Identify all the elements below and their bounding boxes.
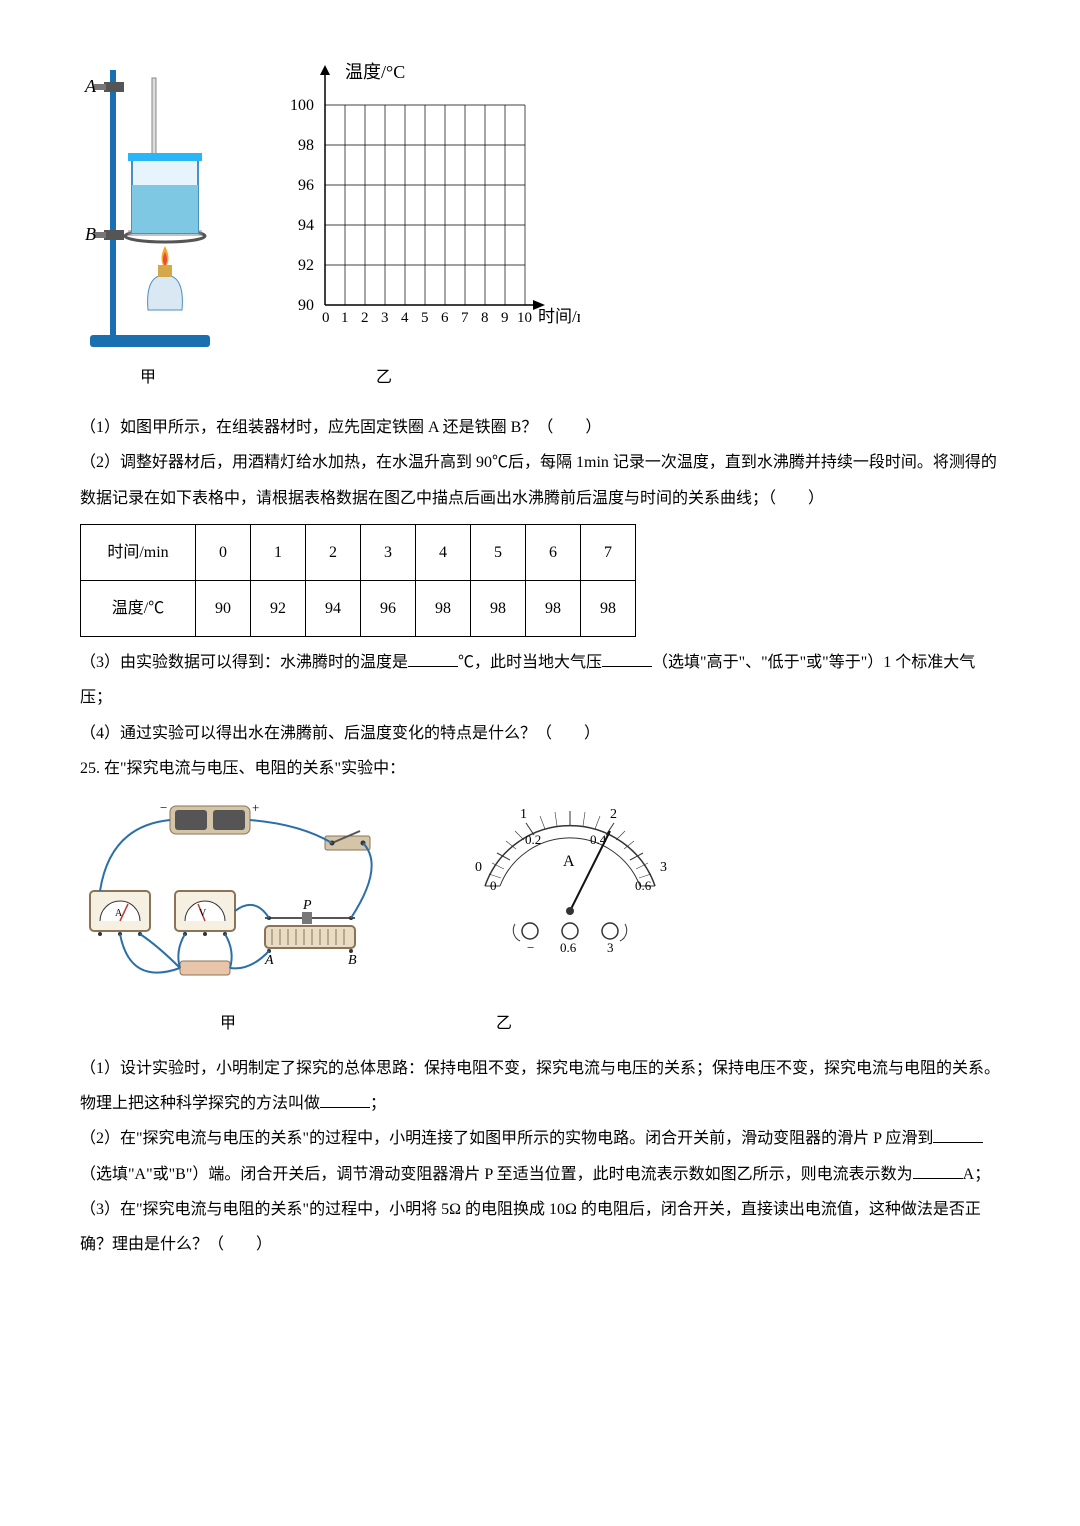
terminal-3: 3 (607, 940, 614, 955)
svg-text:V: V (199, 908, 207, 919)
circuit-diagram: − + A V P A (80, 796, 400, 996)
table-header-cell: 6 (526, 524, 581, 580)
battery-plus: + (252, 800, 259, 815)
caption-jia-2: 甲 (220, 1006, 236, 1041)
ytick-90: 90 (298, 297, 314, 314)
table-header-cell: 0 (196, 524, 251, 580)
blank-pressure[interactable] (602, 650, 652, 667)
q25-intro: 25. 在"探究电流与电压、电阻的关系"实验中： (80, 751, 1000, 786)
q3-pre: （3）由实验数据可以得到：水沸腾时的温度是 (80, 654, 408, 671)
ammeter-svg: 0 1 2 3 0 0.2 0.4 0.6 A − 0.6 3 (460, 796, 680, 956)
caption-yi: 乙 (376, 360, 392, 395)
terminal-06: 0.6 (560, 940, 577, 955)
table-cell: 温度/℃ (81, 580, 196, 636)
scale-02: 0.2 (525, 832, 541, 847)
table-header-cell: 时间/min (81, 524, 196, 580)
svg-text:A: A (115, 908, 123, 919)
ammeter-reading: 0 1 2 3 0 0.2 0.4 0.6 A − 0.6 3 (460, 796, 660, 956)
ytick-94: 94 (298, 217, 314, 234)
table-row: 时间/min 0 1 2 3 4 5 6 7 (81, 524, 636, 580)
xtick-3: 3 (381, 310, 389, 326)
rheostat-B: B (348, 953, 357, 968)
table-cell: 94 (306, 580, 361, 636)
ytick-98: 98 (298, 137, 314, 154)
ytick-100: 100 (290, 97, 314, 114)
figure-1-row: A B 温度/°C (80, 60, 1000, 350)
grid-svg: 温度/°C (270, 60, 580, 350)
q4-text: （4）通过实验可以得出水在沸腾前、后温度变化的特点是什么？（ ） (80, 716, 1000, 751)
circuit-svg: − + A V P A (80, 796, 400, 996)
table-cell: 98 (581, 580, 636, 636)
q25-1-post: ； (370, 1095, 386, 1112)
temperature-chart: 温度/°C (270, 60, 550, 350)
table-header-cell: 2 (306, 524, 361, 580)
table-header-cell: 7 (581, 524, 636, 580)
blank-temperature[interactable] (408, 650, 458, 667)
q25-2-pre: （2）在"探究电流与电压的关系"的过程中，小明连接了如图甲所示的实物电路。闭合开… (80, 1130, 933, 1147)
q3-mid1: ℃，此时当地大气压 (458, 654, 602, 671)
q1-text: （1）如图甲所示，在组装器材时，应先固定铁圈 A 还是铁圈 B？（ ） (80, 410, 1000, 445)
table-cell: 98 (526, 580, 581, 636)
scale-1: 1 (520, 807, 527, 822)
ytick-96: 96 (298, 177, 314, 194)
data-table: 时间/min 0 1 2 3 4 5 6 7 温度/℃ 90 92 94 96 … (80, 524, 636, 637)
label-B: B (85, 224, 96, 244)
table-header-cell: 5 (471, 524, 526, 580)
terminal-minus: − (527, 940, 534, 955)
table-cell: 98 (416, 580, 471, 636)
figure-2-captions: 甲 乙 (80, 1006, 1000, 1041)
xtick-5: 5 (421, 310, 429, 326)
q25-2-mid: （选填"A"或"B"）端。闭合开关后，调节滑动变阻器滑片 P 至适当位置，此时电… (80, 1166, 913, 1183)
scale-06: 0.6 (635, 878, 652, 893)
q3-line: （3）由实验数据可以得到：水沸腾时的温度是℃，此时当地大气压（选填"高于"、"低… (80, 645, 1000, 715)
blank-current[interactable] (913, 1162, 963, 1179)
chart-xlabel: 时间/min (538, 307, 580, 326)
xtick-6: 6 (441, 310, 449, 326)
table-row: 温度/℃ 90 92 94 96 98 98 98 98 (81, 580, 636, 636)
blank-slide[interactable] (933, 1126, 983, 1143)
xtick-9: 9 (501, 310, 509, 326)
xtick-10: 10 (517, 310, 532, 326)
q2-text: （2）调整好器材后，用酒精灯给水加热，在水温升高到 90℃后，每隔 1min 记… (80, 445, 1000, 515)
table-header-cell: 4 (416, 524, 471, 580)
xtick-7: 7 (461, 310, 469, 326)
apparatus-svg: A B (80, 60, 230, 350)
table-header-cell: 3 (361, 524, 416, 580)
caption-jia: 甲 (140, 360, 156, 395)
rheostat-P: P (302, 898, 312, 913)
figure-1-captions: 甲 乙 (80, 360, 1000, 395)
scale-3-top: 3 (660, 860, 667, 875)
table-cell: 92 (251, 580, 306, 636)
blank-method[interactable] (320, 1091, 370, 1108)
ytick-92: 92 (298, 257, 314, 274)
chart-ylabel: 温度/°C (345, 62, 405, 82)
q25-2-post: A； (963, 1166, 991, 1183)
scale-0-bot: 0 (490, 878, 497, 893)
xtick-1: 1 (341, 310, 349, 326)
xtick-2: 2 (361, 310, 369, 326)
q25-1-pre: （1）设计实验时，小明制定了探究的总体思路：保持电阻不变，探究电流与电压的关系；… (80, 1060, 1000, 1112)
xtick-0: 0 (322, 310, 330, 326)
q25-2: （2）在"探究电流与电压的关系"的过程中，小明连接了如图甲所示的实物电路。闭合开… (80, 1121, 1000, 1191)
table-cell: 90 (196, 580, 251, 636)
apparatus-diagram: A B (80, 60, 230, 350)
battery-minus: − (160, 800, 167, 815)
xtick-4: 4 (401, 310, 409, 326)
q25-1: （1）设计实验时，小明制定了探究的总体思路：保持电阻不变，探究电流与电压的关系；… (80, 1051, 1000, 1121)
q25-3: （3）在"探究电流与电阻的关系"的过程中，小明将 5Ω 的电阻换成 10Ω 的电… (80, 1192, 1000, 1262)
scale-2: 2 (610, 807, 617, 822)
table-cell: 98 (471, 580, 526, 636)
xtick-8: 8 (481, 310, 489, 326)
label-A: A (84, 76, 97, 96)
table-cell: 96 (361, 580, 416, 636)
table-header-cell: 1 (251, 524, 306, 580)
caption-yi-2: 乙 (496, 1006, 512, 1041)
figure-2-row: − + A V P A (80, 796, 1000, 996)
meter-A-label: A (563, 853, 575, 870)
scale-0-top: 0 (475, 860, 482, 875)
